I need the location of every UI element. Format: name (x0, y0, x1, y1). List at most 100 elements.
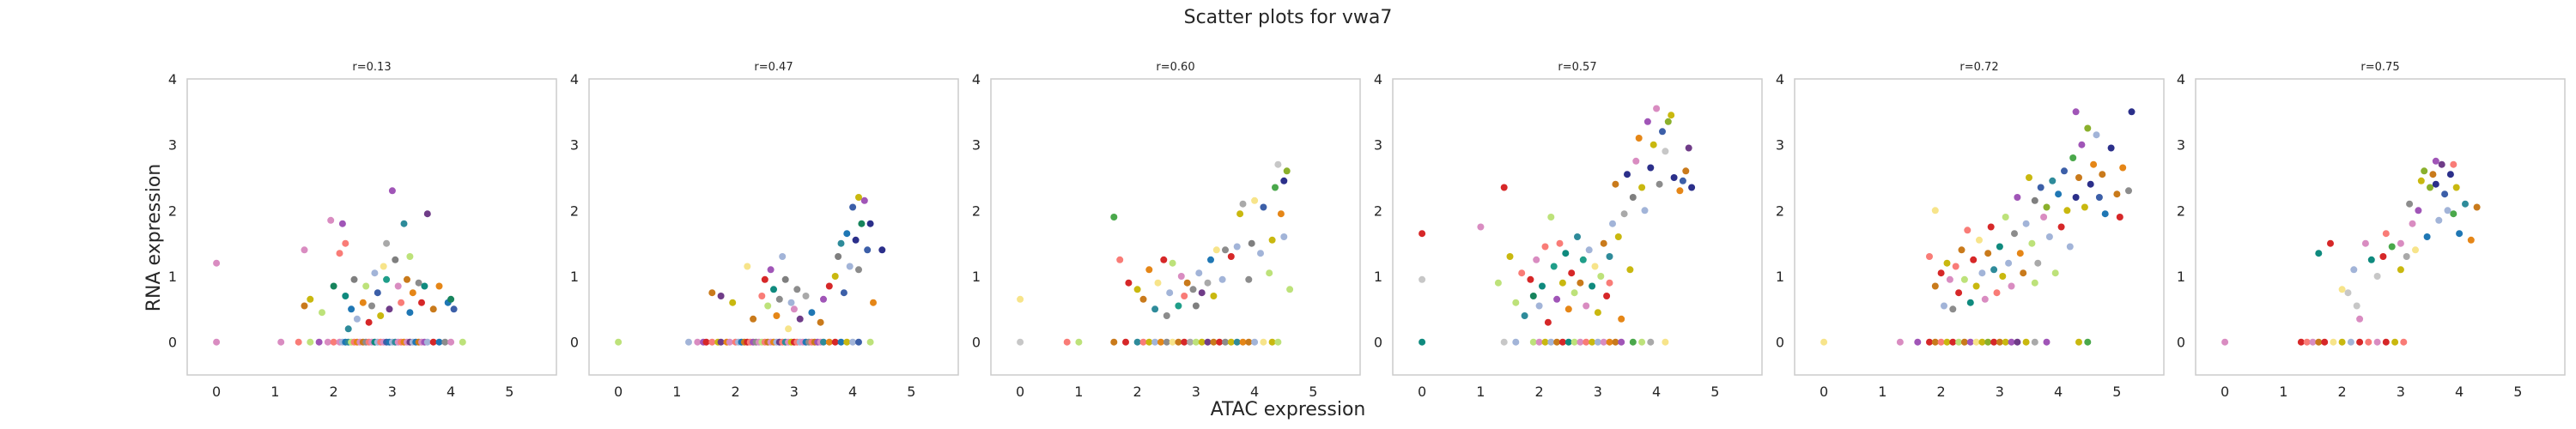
data-point (1659, 128, 1666, 136)
data-point (315, 338, 323, 346)
x-tick-label: 3 (388, 384, 397, 400)
y-tick-label: 4 (1374, 71, 1382, 88)
y-tick-label: 0 (972, 335, 981, 351)
data-point (840, 289, 848, 297)
data-point (1960, 338, 1968, 346)
data-point (1533, 256, 1540, 263)
data-point (429, 338, 437, 346)
data-point (2008, 282, 2015, 290)
data-point (1163, 312, 1170, 319)
data-point (1896, 338, 1904, 346)
data-point (1641, 207, 1649, 214)
x-tick-label: 2 (732, 384, 740, 400)
data-point (2008, 338, 2015, 346)
data-point (2423, 233, 2431, 240)
y-tick-label: 0 (168, 335, 177, 351)
data-point (787, 299, 795, 306)
data-point (1210, 338, 1218, 346)
x-tick-label: 2 (330, 384, 338, 400)
data-point (770, 286, 777, 293)
data-point (1564, 338, 1572, 346)
data-point (2011, 230, 2018, 238)
data-point (866, 338, 874, 346)
data-point (2429, 171, 2437, 178)
y-tick-label: 3 (570, 137, 579, 154)
y-tick-label: 1 (1776, 269, 1784, 285)
data-point (1236, 210, 1244, 218)
data-point (1589, 338, 1596, 346)
subplot-title: r=0.75 (2360, 61, 2399, 74)
data-point (1820, 338, 1828, 346)
data-point (1941, 302, 1947, 310)
data-point (1529, 293, 1537, 299)
figure-suptitle: Scatter plots for vwa7 (1184, 7, 1393, 28)
data-point (1110, 338, 1118, 346)
data-point (1999, 273, 2007, 280)
data-point (843, 230, 851, 238)
data-point (1553, 338, 1561, 346)
data-point (1964, 227, 1971, 234)
figure-x-axis-label: ATAC expression (1211, 399, 1366, 420)
data-point (870, 299, 877, 306)
data-point (2315, 338, 2323, 346)
y-tick-label: 1 (972, 269, 981, 285)
y-tick-label: 0 (1374, 335, 1382, 351)
data-point (1063, 338, 1071, 346)
data-point (2452, 184, 2460, 191)
data-point (1638, 184, 1646, 191)
data-point (2388, 243, 2396, 251)
data-point (1670, 174, 1678, 181)
x-tick-label: 3 (790, 384, 799, 400)
data-point (392, 256, 399, 263)
data-point (817, 318, 824, 326)
data-point (2034, 259, 2042, 267)
data-point (2467, 236, 2475, 244)
data-point (1477, 223, 1485, 231)
data-point (1544, 318, 1552, 326)
data-point (1251, 196, 1259, 204)
data-point (2353, 302, 2360, 310)
data-point (1996, 338, 2003, 346)
x-tick-label: 3 (1594, 384, 1602, 400)
data-point (2055, 190, 2063, 198)
data-point (781, 275, 789, 283)
data-point (2022, 338, 2030, 346)
data-point (2347, 338, 2354, 346)
data-point (2456, 230, 2464, 238)
data-point (1233, 243, 1241, 251)
data-point (2128, 108, 2136, 116)
y-tick-label: 2 (972, 202, 981, 219)
data-point (785, 325, 793, 333)
x-tick-label: 2 (1535, 384, 1544, 400)
data-point (2005, 259, 2013, 267)
data-point (1110, 214, 1118, 221)
subplot-5: r=0.72 0 1 2 3 4 5 0 1 2 3 4 (1776, 61, 2165, 400)
data-point (1195, 269, 1203, 277)
data-point (1612, 338, 1619, 346)
data-point (2045, 233, 2053, 240)
x-tick-label: 4 (447, 384, 455, 400)
y-tick-label: 3 (168, 137, 177, 154)
data-point (2391, 338, 2399, 346)
data-point (1976, 236, 1983, 244)
data-point (1547, 214, 1555, 221)
data-point (371, 269, 379, 277)
y-tick-label: 2 (2177, 202, 2185, 219)
data-point (2338, 286, 2346, 293)
data-point (2403, 253, 2410, 260)
data-point (1512, 338, 1520, 346)
data-point (1618, 338, 1625, 346)
data-point (843, 338, 851, 346)
data-point (2093, 131, 2100, 139)
data-point (344, 325, 352, 333)
data-point (820, 295, 827, 303)
data-point (2084, 124, 2092, 132)
data-point (1987, 223, 1995, 231)
subplot-title: r=0.60 (1156, 61, 1194, 74)
x-tick-label: 1 (672, 384, 681, 400)
x-tick-label: 0 (212, 384, 221, 400)
data-point (1612, 180, 1619, 188)
data-point (2084, 338, 2092, 346)
y-tick-label: 4 (1776, 71, 1784, 88)
data-point (1192, 338, 1200, 346)
